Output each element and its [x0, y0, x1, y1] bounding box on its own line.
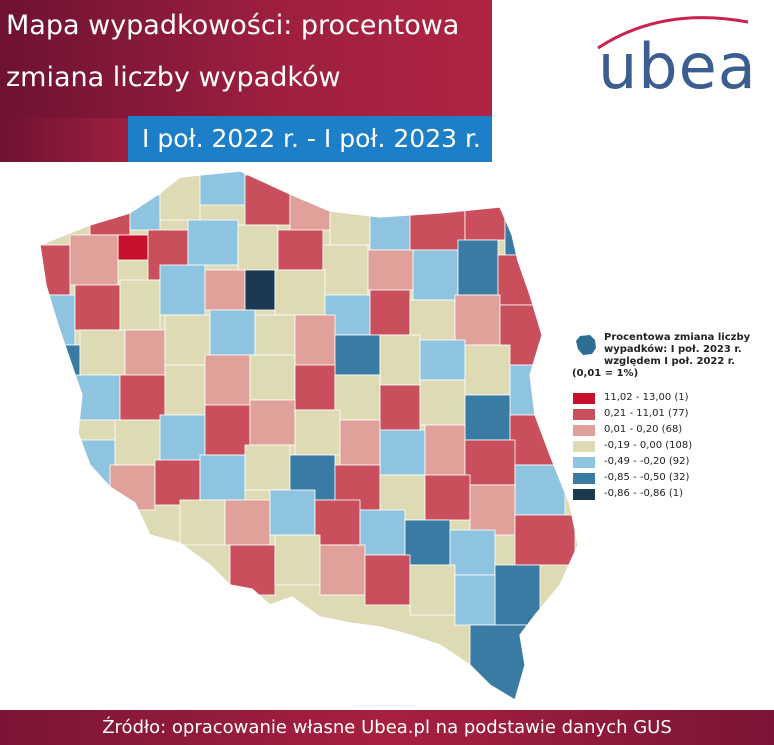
legend-title: Procentowa zmiana liczby wypadków: I poł…	[604, 332, 750, 368]
poland-shape-icon	[576, 335, 596, 355]
legend-label: 0,21 - 11,01 (77)	[604, 408, 689, 419]
legend-item: -0,85 - -0,50 (32)	[572, 470, 772, 486]
legend-label: -0,86 - -0,86 (1)	[604, 488, 684, 499]
title-banner: Mapa wypadkowości: procentowa zmiana lic…	[0, 0, 492, 118]
legend-item: -0,49 - -0,20 (92)	[572, 454, 772, 470]
poland-district-map	[39, 170, 579, 701]
legend-header: Procentowa zmiana liczby wypadków: I poł…	[572, 330, 772, 390]
legend-item: 0,21 - 11,01 (77)	[572, 406, 772, 422]
legend-item: 0,01 - 0,20 (68)	[572, 422, 772, 438]
map-legend: Procentowa zmiana liczby wypadków: I poł…	[572, 330, 772, 502]
legend-item: -0,86 - -0,86 (1)	[572, 486, 772, 502]
district-layer	[40, 171, 578, 700]
legend-label: 11,02 - 13,00 (1)	[604, 392, 689, 403]
title-line-2: zmiana liczby wypadków	[6, 62, 341, 93]
legend-swatch	[573, 441, 595, 452]
legend-label: -0,49 - -0,20 (92)	[604, 456, 690, 467]
period-badge: I poł. 2022 r. - I poł. 2023 r.	[128, 116, 492, 162]
period-label: I poł. 2022 r. - I poł. 2023 r.	[142, 124, 481, 153]
legend-label: -0,19 - 0,00 (108)	[604, 440, 693, 451]
legend-swatch	[573, 393, 595, 404]
legend-swatch	[573, 425, 595, 436]
legend-item: -0,19 - 0,00 (108)	[572, 438, 772, 454]
legend-title-line-1: Procentowa zmiana liczby	[604, 332, 751, 343]
logo-text: ubea	[598, 30, 757, 103]
legend-label: -0,85 - -0,50 (32)	[604, 472, 690, 483]
legend-classes: 11,02 - 13,00 (1) 0,21 - 11,01 (77) 0,01 -…	[572, 390, 772, 502]
legend-unit-note: (0,01 = 1%)	[572, 368, 639, 379]
poland-border	[39, 170, 579, 701]
legend-swatch	[573, 409, 595, 420]
source-text: Źródło: opracowanie własne Ubea.pl na po…	[102, 717, 672, 738]
ubea-logo: ubea	[592, 12, 757, 103]
legend-title-line-2: wypadków: I poł. 2023 r.	[604, 344, 742, 355]
legend-title-line-3: względem I poł. 2022 r.	[604, 356, 736, 367]
banner-stripe	[0, 118, 128, 162]
legend-swatch	[573, 473, 595, 484]
legend-label: 0,01 - 0,20 (68)	[604, 424, 683, 435]
legend-item: 11,02 - 13,00 (1)	[572, 390, 772, 406]
ubea-logo-arc-icon	[597, 16, 749, 50]
legend-swatch	[573, 489, 595, 500]
legend-swatch	[573, 457, 595, 468]
source-footer: Źródło: opracowanie własne Ubea.pl na po…	[0, 710, 774, 745]
title-line-1: Mapa wypadkowości: procentowa	[6, 10, 460, 41]
